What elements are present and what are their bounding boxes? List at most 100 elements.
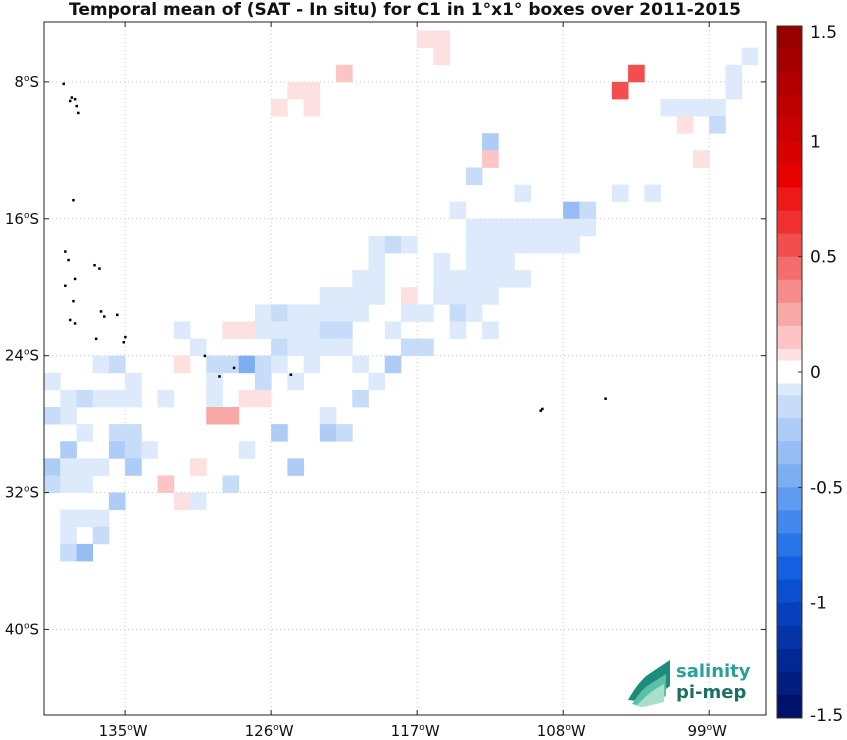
data-cell <box>692 99 710 117</box>
data-cell <box>352 304 369 322</box>
data-cell <box>482 235 499 254</box>
data-cell <box>368 372 386 391</box>
data-cell <box>352 287 369 305</box>
data-cell <box>725 64 743 83</box>
data-cell <box>238 355 256 374</box>
data-cell <box>514 270 532 288</box>
data-cell <box>173 355 191 374</box>
island <box>232 366 236 370</box>
data-cell <box>449 304 467 322</box>
data-cell <box>157 389 175 408</box>
data-cell <box>352 270 369 288</box>
colorbar-band <box>777 602 802 627</box>
data-cell <box>725 81 743 100</box>
data-cell <box>125 458 142 476</box>
data-cell <box>287 372 304 391</box>
colorbar-bands <box>777 26 802 719</box>
data-cell <box>108 441 126 459</box>
colorbar-zero-band <box>777 360 802 384</box>
data-cell <box>60 543 77 562</box>
colorbar-band <box>777 694 802 719</box>
data-cell <box>563 201 580 220</box>
data-cell <box>384 235 402 254</box>
y-axis-ticks: 8oS 16oS 24oS 32oS 40oS <box>5 73 766 638</box>
island <box>98 267 101 270</box>
data-cell <box>76 475 94 493</box>
data-cell <box>125 389 142 408</box>
data-cell <box>60 526 77 545</box>
island <box>289 373 293 376</box>
data-cell <box>433 287 451 305</box>
colorbar-band <box>777 464 802 488</box>
data-cell <box>287 338 304 357</box>
data-cell <box>238 441 256 459</box>
data-cell <box>741 47 759 66</box>
data-cell <box>449 270 467 288</box>
data-cell <box>319 424 337 442</box>
y-tick-label: 40oS <box>5 620 39 638</box>
data-cell <box>206 355 223 374</box>
island <box>116 313 119 317</box>
data-cell <box>319 321 337 339</box>
data-cell <box>141 441 158 459</box>
data-cell <box>76 509 94 528</box>
data-cell <box>271 355 288 374</box>
data-cell <box>482 270 499 288</box>
data-cell <box>384 355 402 374</box>
island <box>62 82 65 86</box>
data-cell <box>303 81 321 100</box>
data-cell <box>173 492 191 511</box>
y-tick-label: 16oS <box>5 210 39 228</box>
data-cell <box>368 235 386 254</box>
data-cell <box>303 338 321 357</box>
island <box>99 310 103 313</box>
data-cell <box>76 458 94 476</box>
colorbar-band <box>777 487 802 511</box>
data-cell <box>530 235 548 254</box>
data-cell <box>92 458 110 476</box>
colorbar-band <box>777 279 802 304</box>
data-cell <box>206 389 223 408</box>
colorbar-band <box>777 302 802 327</box>
data-cell <box>692 150 710 168</box>
data-cell <box>254 389 272 408</box>
island <box>68 99 72 103</box>
data-cell <box>611 184 629 203</box>
data-cell <box>287 81 304 100</box>
data-cell <box>303 355 321 374</box>
data-cell <box>238 389 256 408</box>
colorbar-band <box>777 26 802 50</box>
data-cell <box>530 218 548 237</box>
map-title: Temporal mean of (SAT - In situ) for C1 … <box>69 0 741 20</box>
data-cell <box>563 218 580 237</box>
island <box>203 354 207 358</box>
data-cell <box>271 99 288 117</box>
data-cell <box>303 321 321 339</box>
logo-line1: salinity <box>676 661 751 682</box>
x-tick-label: 108oW <box>537 722 586 740</box>
x-tick-label: 126oW <box>245 722 294 740</box>
data-cell <box>482 253 499 271</box>
x-axis-ticks: 135oW 126oW 117oW 108oW 99oW <box>99 22 727 740</box>
colorbar-band <box>777 72 802 96</box>
colorbar-band <box>777 233 802 258</box>
data-cell <box>449 287 467 305</box>
y-tick-label: 8oS <box>14 73 39 91</box>
heatmap-cells <box>44 30 759 562</box>
island <box>541 407 544 411</box>
data-cell <box>498 253 515 271</box>
colorbar-band <box>777 141 802 165</box>
data-cell <box>465 253 483 271</box>
y-tick-label: 32oS <box>5 484 39 502</box>
data-cell <box>482 287 499 305</box>
data-cell <box>660 99 678 117</box>
data-cell <box>482 218 499 237</box>
data-cell <box>352 355 369 374</box>
colorbar-band <box>777 95 802 119</box>
colorbar-band <box>777 187 802 212</box>
data-cell <box>303 304 321 322</box>
data-cell <box>465 270 483 288</box>
island <box>94 337 98 341</box>
